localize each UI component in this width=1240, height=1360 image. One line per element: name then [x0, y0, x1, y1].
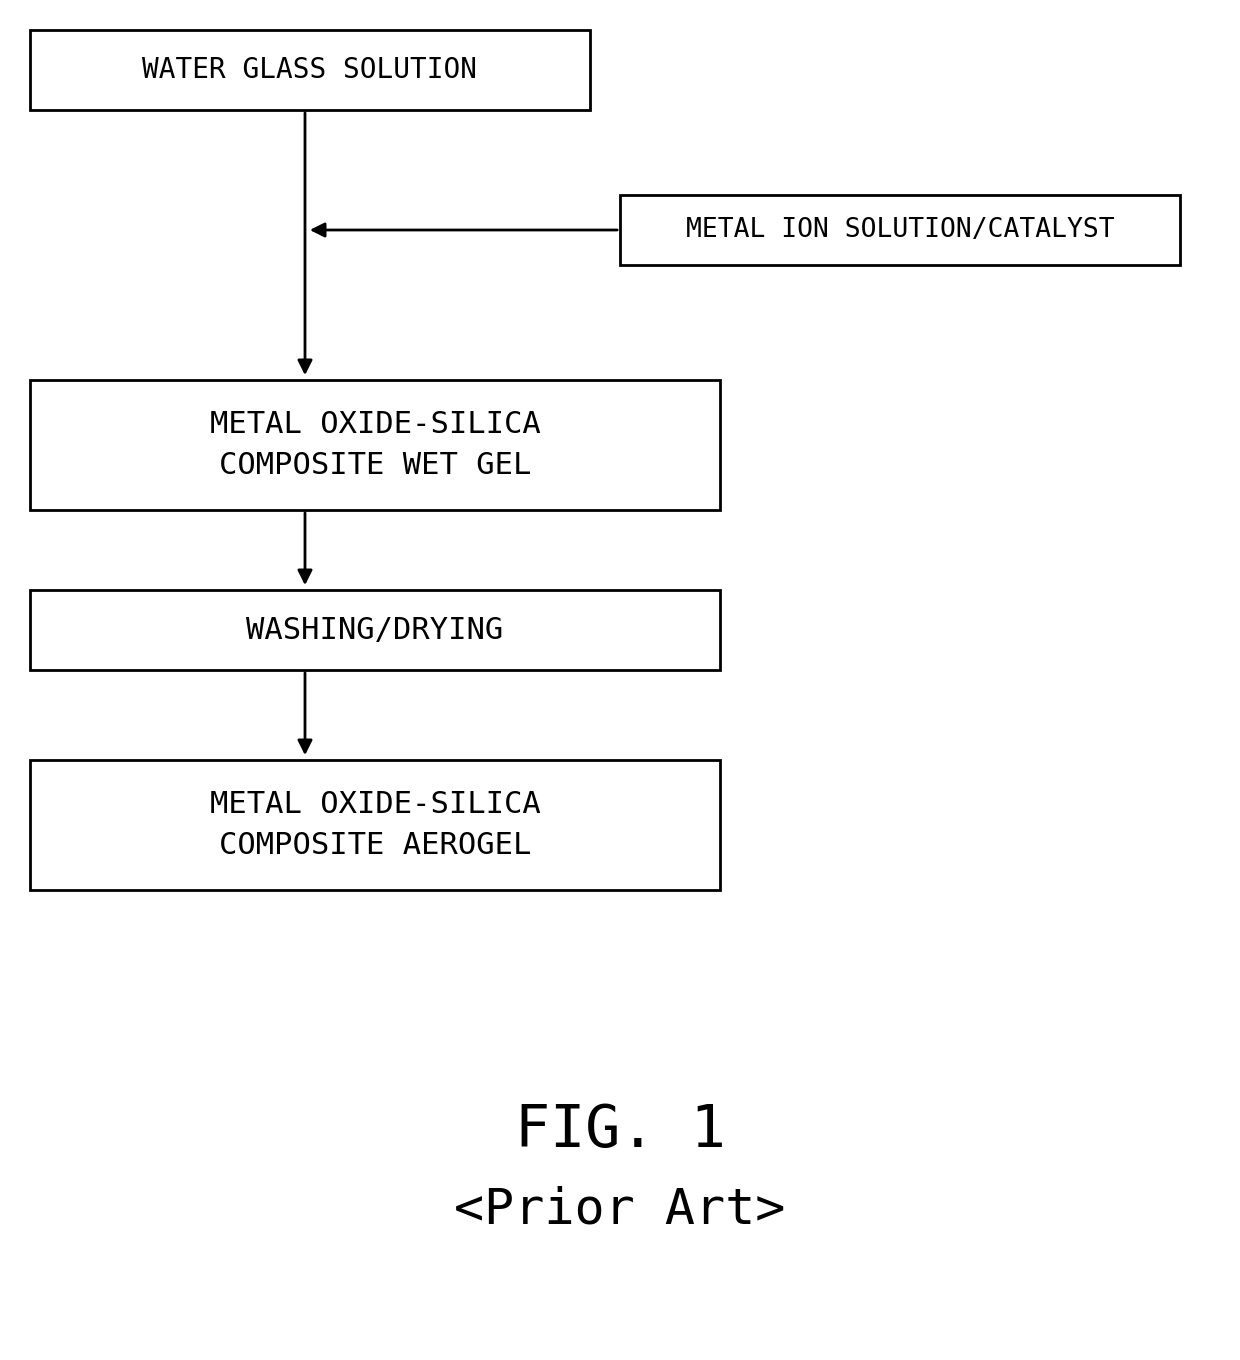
Text: FIG. 1: FIG. 1	[515, 1102, 725, 1159]
Text: WASHING/DRYING: WASHING/DRYING	[247, 616, 503, 645]
Text: <Prior Art>: <Prior Art>	[454, 1186, 786, 1234]
Bar	[30, 30, 590, 110]
Bar	[30, 760, 720, 889]
Bar	[30, 379, 720, 510]
Text: WATER GLASS SOLUTION: WATER GLASS SOLUTION	[143, 56, 477, 84]
Text: METAL OXIDE-SILICA
COMPOSITE AEROGEL: METAL OXIDE-SILICA COMPOSITE AEROGEL	[210, 790, 541, 860]
Text: METAL OXIDE-SILICA
COMPOSITE WET GEL: METAL OXIDE-SILICA COMPOSITE WET GEL	[210, 411, 541, 480]
Bar	[620, 194, 1180, 265]
Text: METAL ION SOLUTION/CATALYST: METAL ION SOLUTION/CATALYST	[686, 218, 1115, 243]
Bar	[30, 590, 720, 670]
